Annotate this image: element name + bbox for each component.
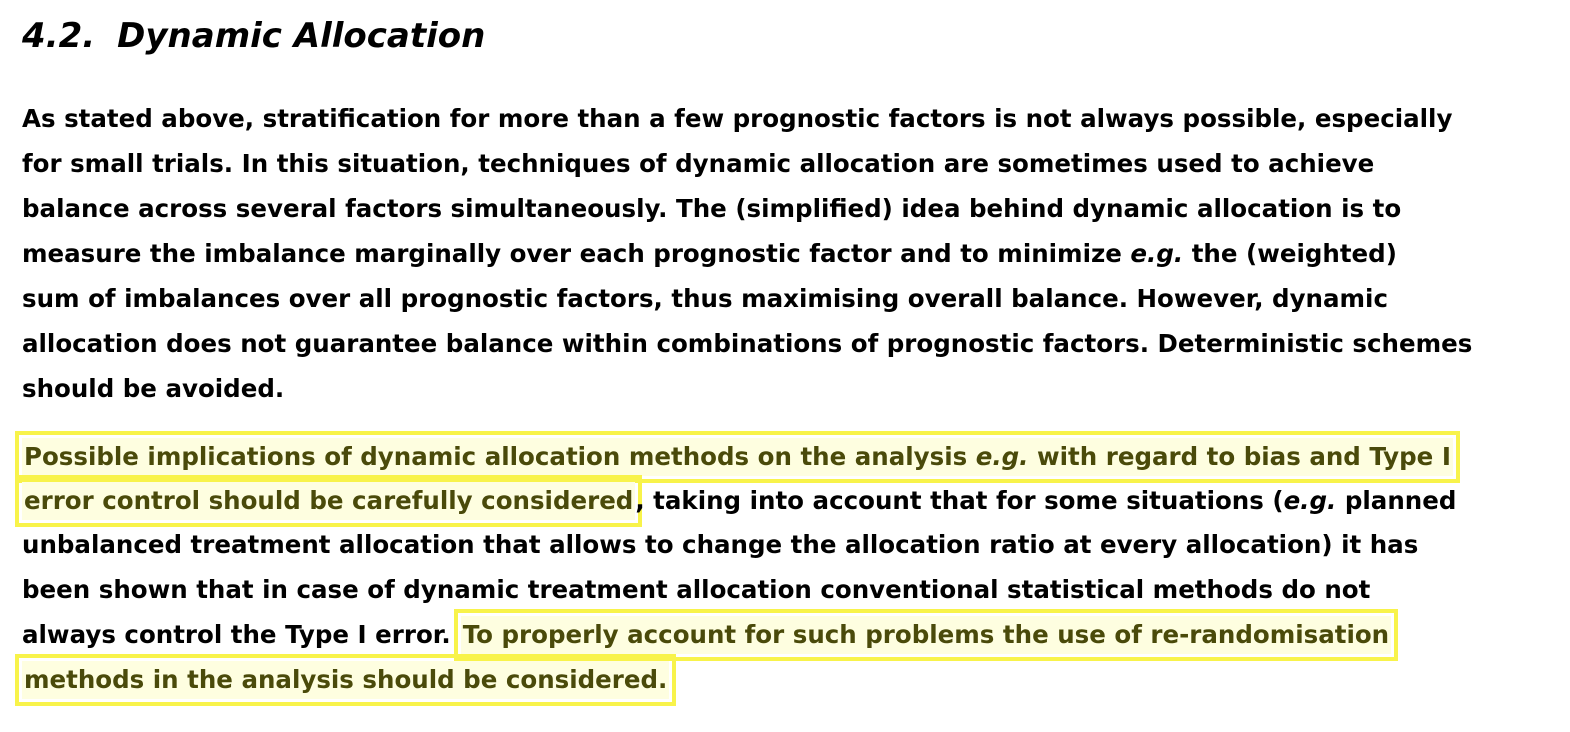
emphasis-text: e.g. [1283,486,1337,515]
paragraph-line: should be avoided. [22,374,285,403]
highlight-annotation[interactable]: methods in the analysis should be consid… [14,654,677,706]
text-run: always control the Type I error. [22,620,451,649]
paragraph-line: been shown that in case of dynamic treat… [22,575,1371,604]
paragraph-line: always control the Type I error. To prope… [22,609,1399,661]
highlight-annotation[interactable]: Possible implications of dynamic allocat… [15,431,1460,483]
text-run: Possible implications of dynamic allocat… [24,442,976,471]
paragraph-line: As stated above, stratification for more… [22,104,1453,133]
highlight-annotation[interactable]: error control should be carefully consid… [14,475,643,527]
emphasis-text: e.g. [975,442,1029,471]
text-run: the (weighted) [1183,239,1397,268]
paragraph-line: balance across several factors simultane… [22,194,1402,223]
paragraph-line: allocation does not guarantee balance wi… [22,329,1473,358]
paragraph-line: Possible implications of dynamic allocat… [15,431,1460,483]
highlight-annotation[interactable]: To properly account for such problems th… [453,609,1399,661]
text-run: methods in the analysis should be consid… [24,665,659,694]
text-run: planned [1336,486,1457,515]
section-heading: 4.2. Dynamic Allocation [22,14,485,58]
text-run: , taking into account that for some situ… [635,486,1284,515]
text-run: . [658,665,668,694]
emphasis-text: e.g. [1130,239,1184,268]
text-run: with regard to bias and Type I [1028,442,1451,471]
paragraph-line: for small trials. In this situation, tec… [22,149,1375,178]
text-run: measure the imbalance marginally over ea… [22,239,1131,268]
paragraph-line: methods in the analysis should be consid… [14,654,677,706]
paragraph-line: measure the imbalance marginally over ea… [22,231,1397,276]
section-title: Dynamic Allocation [117,16,486,56]
paragraph-line: unbalanced treatment allocation that all… [22,530,1419,559]
paragraph-line: error control should be carefully consid… [14,475,1457,527]
section-number: 4.2. [22,16,96,56]
paragraph-line: sum of imbalances over all prognostic fa… [22,284,1388,313]
